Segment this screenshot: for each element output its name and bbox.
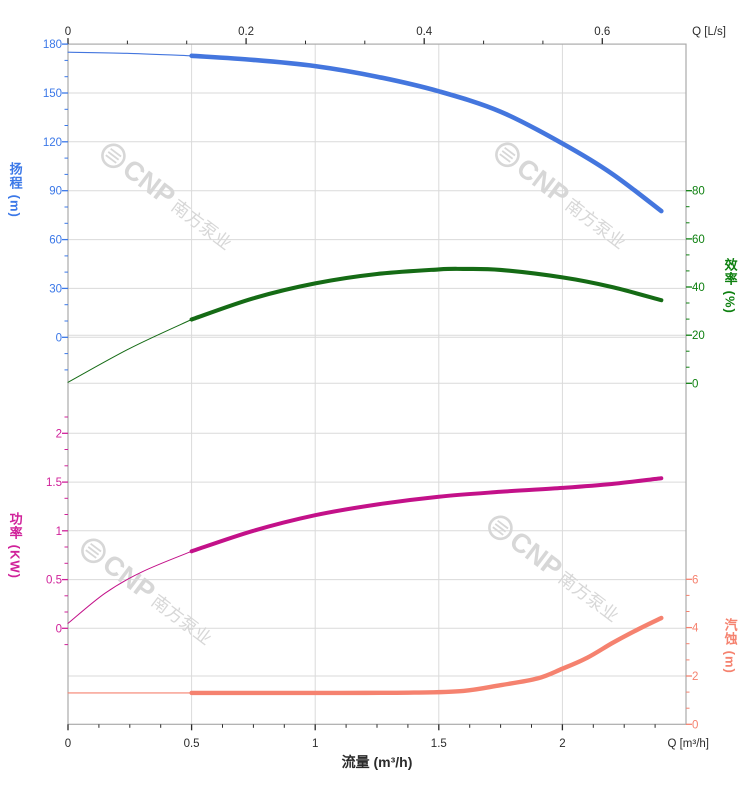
power-axis-title: 功率 (KW) <box>7 512 23 579</box>
wave-line <box>497 519 509 530</box>
efficiency-tick-label: 80 <box>692 186 705 198</box>
power-tick-label: 0.5 <box>46 575 62 587</box>
npsh-tick-label: 6 <box>692 574 698 586</box>
power-tick-label: 2 <box>56 428 62 440</box>
wave-line <box>492 526 504 536</box>
efficiency-axis: 80 60 40 20 0 <box>686 186 705 390</box>
efficiency-axis-title: 效率 (%) <box>722 258 738 314</box>
npsh-tick-label: 4 <box>692 623 699 635</box>
wave-circle-icon <box>81 538 106 564</box>
wave-circle-icon <box>488 515 513 541</box>
top-tick-label: 0.2 <box>238 26 254 38</box>
efficiency-tick-label: 60 <box>692 234 705 246</box>
power-curve <box>189 476 664 554</box>
head-tick-label: 150 <box>43 88 62 100</box>
npsh-axis: 6 4 2 0 <box>686 574 699 731</box>
wave-line <box>85 549 97 559</box>
wave-circle-icon <box>101 143 126 169</box>
head-axis-title: 扬程 (m) <box>7 162 23 218</box>
wave-line <box>501 150 514 160</box>
top-axis: 0 0.2 0.4 0.6 Q [L/s] <box>65 26 726 45</box>
power-curve-thin <box>67 550 193 624</box>
wave-line <box>494 523 507 533</box>
flow-axis-title: 流量 (m³/h) <box>341 754 413 770</box>
head-tick-label: 90 <box>49 186 62 198</box>
top-tick-label: 0 <box>65 26 71 38</box>
head-tick-label: 60 <box>49 235 62 247</box>
head-axis: 180 150 120 90 60 30 0 <box>43 39 68 371</box>
npsh-axis-title: 汽蚀 (m) <box>722 618 738 674</box>
watermark-brand: CNP <box>504 525 568 583</box>
bottom-axis: 0 0.5 1 1.5 2 Q [m³/h] <box>65 724 709 750</box>
power-tick-label: 0 <box>56 623 62 635</box>
head-curve <box>189 53 664 214</box>
efficiency-tick-label: 40 <box>692 282 705 294</box>
watermark-brand: CNP <box>511 152 575 210</box>
npsh-tick-label: 0 <box>692 719 698 731</box>
bottom-tick-label: 1.5 <box>431 738 447 750</box>
wave-line <box>105 154 117 164</box>
bottom-tick-label: 0 <box>65 738 71 750</box>
power-axis: 2 1.5 1 0.5 0 <box>46 416 68 646</box>
top-axis-unit-label: Q [L/s] <box>692 26 726 38</box>
head-tick-label: 120 <box>43 137 62 149</box>
bottom-axis-unit-label: Q [m³/h] <box>667 738 709 750</box>
watermark-brand: CNP <box>97 548 161 606</box>
head-curve-thin <box>67 51 193 57</box>
efficiency-curve-thin <box>67 319 193 383</box>
wave-line <box>110 147 122 158</box>
npsh-curve <box>189 615 664 696</box>
wave-line <box>504 146 516 157</box>
bottom-tick-label: 2 <box>559 738 565 750</box>
wave-line <box>499 153 511 163</box>
npsh-tick-label: 2 <box>692 671 698 683</box>
head-tick-label: 180 <box>43 39 62 51</box>
gridlines <box>68 44 686 725</box>
top-tick-label: 0.6 <box>594 26 610 38</box>
bottom-tick-label: 0.5 <box>184 738 200 750</box>
wave-line <box>90 542 102 553</box>
power-tick-label: 1 <box>56 526 62 538</box>
efficiency-tick-label: 0 <box>692 378 698 390</box>
efficiency-tick-label: 20 <box>692 330 705 342</box>
watermark-brand: CNP <box>117 153 181 211</box>
head-tick-label: 0 <box>56 332 62 344</box>
power-tick-label: 1.5 <box>46 477 62 489</box>
efficiency-curve <box>189 266 664 322</box>
wave-circle-icon <box>495 142 520 168</box>
watermark-company: 南方泵业 <box>168 196 236 254</box>
bottom-tick-label: 1 <box>312 738 318 750</box>
watermark-company: 南方泵业 <box>562 195 630 253</box>
watermark-company: 南方泵业 <box>555 568 623 626</box>
head-tick-label: 30 <box>49 283 62 295</box>
watermark-company: 南方泵业 <box>148 591 216 649</box>
plot-frame <box>67 43 687 725</box>
wave-line <box>87 546 100 556</box>
wave-line <box>107 151 120 161</box>
top-tick-label: 0.4 <box>416 26 433 38</box>
